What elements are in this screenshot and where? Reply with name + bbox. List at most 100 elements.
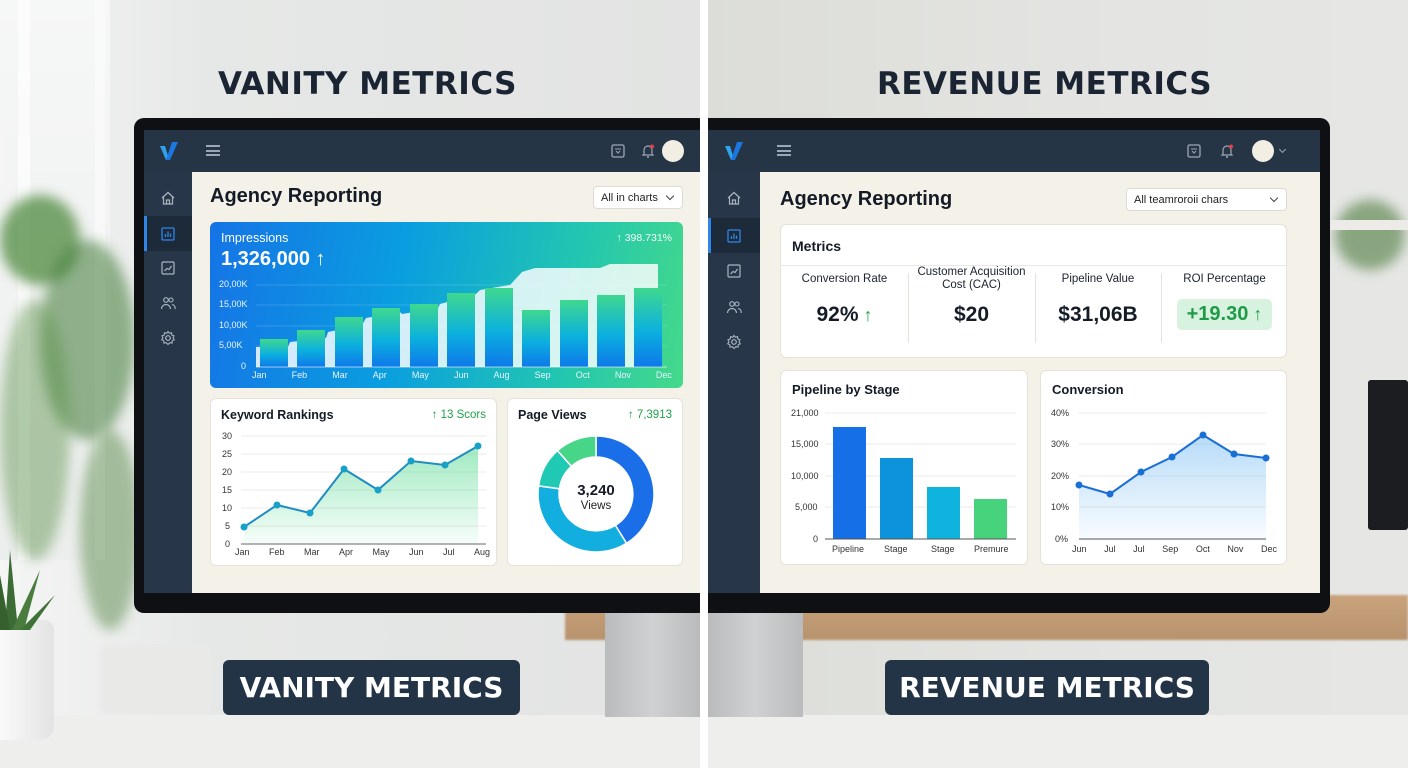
y-tick: 15,000 xyxy=(791,439,819,449)
sidebar-item-analytics[interactable] xyxy=(708,253,760,288)
page-title: Agency Reporting xyxy=(780,188,953,210)
y-tick: 20 xyxy=(222,467,233,477)
hamburger-menu-icon[interactable] xyxy=(206,145,220,156)
page-views-donut-chart xyxy=(537,435,655,553)
card-title: Pipeline by Stage xyxy=(792,382,900,397)
y-tick: 40% xyxy=(1051,408,1070,418)
divider xyxy=(908,273,909,343)
metric-value: $31,06B xyxy=(1058,303,1138,326)
x-tick: Stage xyxy=(884,544,908,554)
x-axis-labels: Jan Feb Mar Apr May Jun Jul Aug xyxy=(235,547,490,557)
metric-label: ROI Percentage xyxy=(1183,272,1266,285)
y-tick: 15 xyxy=(222,485,233,495)
plant-leaf xyxy=(0,300,70,560)
right-monitor: Agency Reporting All teamroroii chars Me… xyxy=(700,118,1330,613)
x-tick: Dec xyxy=(655,370,672,380)
calendar-icon[interactable] xyxy=(1186,143,1202,159)
x-tick: Jan xyxy=(252,370,267,380)
x-tick: Pipeline xyxy=(832,544,865,554)
divider xyxy=(1035,273,1036,343)
y-tick: 0 xyxy=(225,539,231,549)
y-tick: 10 xyxy=(222,503,233,513)
sidebar xyxy=(708,172,760,593)
pipeline-bar-chart xyxy=(825,412,1016,540)
bell-icon[interactable] xyxy=(1219,143,1235,159)
gear-icon xyxy=(160,330,176,345)
x-tick: Nov xyxy=(614,370,631,380)
bell-icon[interactable] xyxy=(640,143,656,159)
x-tick: Nov xyxy=(1227,544,1244,554)
sidebar-item-users[interactable] xyxy=(144,285,192,320)
monitor-stand xyxy=(708,612,803,717)
left-monitor: Agency Reporting All in charts Impressio… xyxy=(134,118,708,613)
avatar[interactable] xyxy=(1252,140,1274,162)
x-tick: Premure xyxy=(974,544,1009,554)
sidebar-item-home[interactable] xyxy=(144,180,192,215)
x-tick: Oct xyxy=(575,370,590,380)
x-tick: Jun xyxy=(408,547,424,557)
x-tick: Apr xyxy=(372,370,387,380)
y-tick: 15,00K xyxy=(219,299,248,309)
sidebar-item-analytics[interactable] xyxy=(144,250,192,285)
x-tick: Stage xyxy=(931,544,955,554)
y-tick: 5,00K xyxy=(219,340,243,350)
y-tick: 30% xyxy=(1051,439,1070,449)
y-tick: 25 xyxy=(222,449,233,459)
home-icon xyxy=(161,191,175,205)
chart-filter-dropdown[interactable]: All teamroroii chars xyxy=(1126,188,1287,211)
chevron-down-icon[interactable] xyxy=(1278,145,1287,154)
plant-pot xyxy=(0,620,54,740)
sidebar-item-home[interactable] xyxy=(708,180,760,215)
keyword-line-chart xyxy=(240,435,486,545)
metric-cac: Customer Acquisition Cost (CAC) $20 xyxy=(908,265,1035,355)
card-title: Page Views xyxy=(518,408,587,422)
card-title: Keyword Rankings xyxy=(221,408,334,422)
left-screen: Agency Reporting All in charts Impressio… xyxy=(144,130,708,593)
metric-label: Conversion Rate xyxy=(801,272,888,285)
x-tick: Aug xyxy=(473,547,490,557)
sidebar-item-users[interactable] xyxy=(708,289,760,324)
up-arrow-icon: ↑ xyxy=(863,304,873,325)
x-tick: Jul xyxy=(1133,544,1145,554)
x-tick: Jun xyxy=(453,370,469,380)
metric-number: 92% xyxy=(816,303,859,326)
calendar-icon[interactable] xyxy=(610,143,626,159)
revenue-metrics-badge: REVENUE METRICS xyxy=(885,660,1209,715)
sidebar-item-reports[interactable] xyxy=(708,218,760,253)
sidebar-item-settings[interactable] xyxy=(708,324,760,359)
y-tick: 0 xyxy=(813,534,819,544)
card-title: Metrics xyxy=(792,238,842,254)
shelf xyxy=(1330,220,1408,230)
home-icon xyxy=(727,191,741,205)
vanity-metrics-badge: VANITY METRICS xyxy=(223,660,520,715)
succulent-icon xyxy=(0,550,55,630)
divider xyxy=(781,265,1286,266)
bar-chart-icon xyxy=(161,226,175,241)
x-tick: Dec xyxy=(1260,544,1277,554)
chevron-down-icon xyxy=(665,191,675,201)
monitor-stand xyxy=(605,612,700,717)
x-tick: Aug xyxy=(493,370,510,380)
impressions-card: Impressions ↑ 398.731% 1,326,000 ↑ 20,00… xyxy=(210,222,683,388)
sidebar-item-reports[interactable] xyxy=(144,216,192,251)
x-tick: Apr xyxy=(338,547,353,557)
plant-pot xyxy=(100,645,210,715)
impressions-bar-chart xyxy=(256,264,667,368)
sidebar-item-settings[interactable] xyxy=(144,320,192,355)
divider xyxy=(1161,273,1162,343)
chart-filter-dropdown[interactable]: All in charts xyxy=(593,186,683,209)
conversion-card: Conversion 40% 30% 20% 10% 0% xyxy=(1040,370,1287,565)
logo-icon xyxy=(725,142,743,160)
avatar[interactable] xyxy=(662,140,684,162)
card-title: Conversion xyxy=(1052,382,1124,397)
main-content: Agency Reporting All teamroroii chars Me… xyxy=(760,172,1320,593)
hamburger-menu-icon[interactable] xyxy=(777,145,791,156)
y-tick: 5,000 xyxy=(795,502,818,512)
trend-chart-icon xyxy=(727,263,741,278)
x-tick: Sep xyxy=(1162,544,1179,554)
keyword-rankings-card: Keyword Rankings ↑ 13 Scors 30 25 20 15 … xyxy=(210,398,497,566)
y-tick: 20% xyxy=(1051,471,1070,481)
pipeline-by-stage-card: Pipeline by Stage 21,000 15,000 10,000 5… xyxy=(780,370,1028,565)
x-tick: Jun xyxy=(1072,544,1087,554)
plant-leaf xyxy=(80,430,140,630)
